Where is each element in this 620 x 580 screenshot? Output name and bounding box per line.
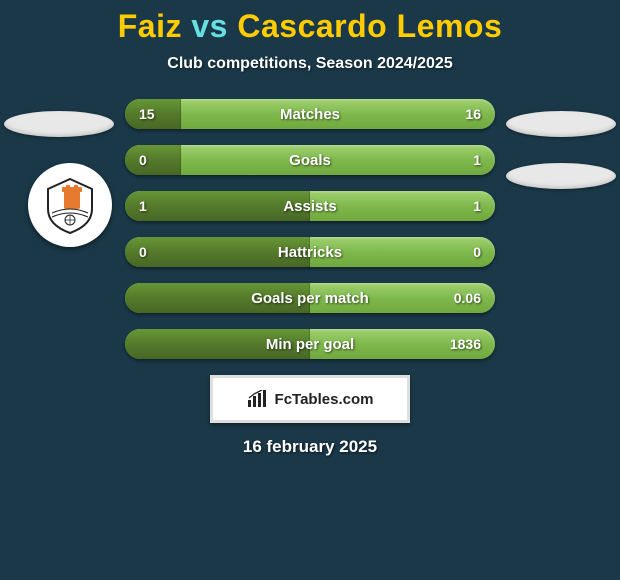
stat-bar-fill-left [125,191,310,221]
stat-bars: 15Matches160Goals11Assists10Hattricks0Go… [125,99,495,359]
stat-value-right: 0 [473,237,481,267]
stat-bar: 0Goals1 [125,145,495,175]
stat-value-right: 1836 [450,329,481,359]
player1-name: Faiz [118,8,182,44]
footer-date: 16 february 2025 [0,437,620,457]
stat-bar-fill-left [125,283,310,313]
stat-bar-fill-left [125,329,310,359]
player2-photo-placeholder [506,111,616,137]
player2-name: Cascardo Lemos [237,8,502,44]
club-crest-icon [40,175,100,235]
vs-text: vs [191,8,228,44]
subtitle: Club competitions, Season 2024/2025 [0,55,620,73]
brand-plate: FcTables.com [210,375,410,423]
player2-club-placeholder [506,163,616,189]
stat-value-right: 16 [465,99,481,129]
player1-club-badge [28,163,112,247]
stat-value-right: 1 [473,191,481,221]
player1-photo-placeholder [4,111,114,137]
title: Faiz vs Cascardo Lemos [0,8,620,45]
stat-label: Goals [125,145,495,175]
brand-text: FcTables.com [275,391,374,408]
stat-label: Matches [125,99,495,129]
stat-bar: 15Matches16 [125,99,495,129]
stat-bar-fill-left [125,145,181,175]
stat-bar: Min per goal1836 [125,329,495,359]
stats-area: 15Matches160Goals11Assists10Hattricks0Go… [0,99,620,359]
stat-bar: 0Hattricks0 [125,237,495,267]
chart-icon [247,390,269,408]
stat-bar-fill-left [125,237,310,267]
stat-value-right: 1 [473,145,481,175]
stat-bar: Goals per match0.06 [125,283,495,313]
stat-bar-fill-left [125,99,181,129]
stat-value-right: 0.06 [454,283,481,313]
stat-bar: 1Assists1 [125,191,495,221]
comparison-infographic: Faiz vs Cascardo Lemos Club competitions… [0,0,620,457]
